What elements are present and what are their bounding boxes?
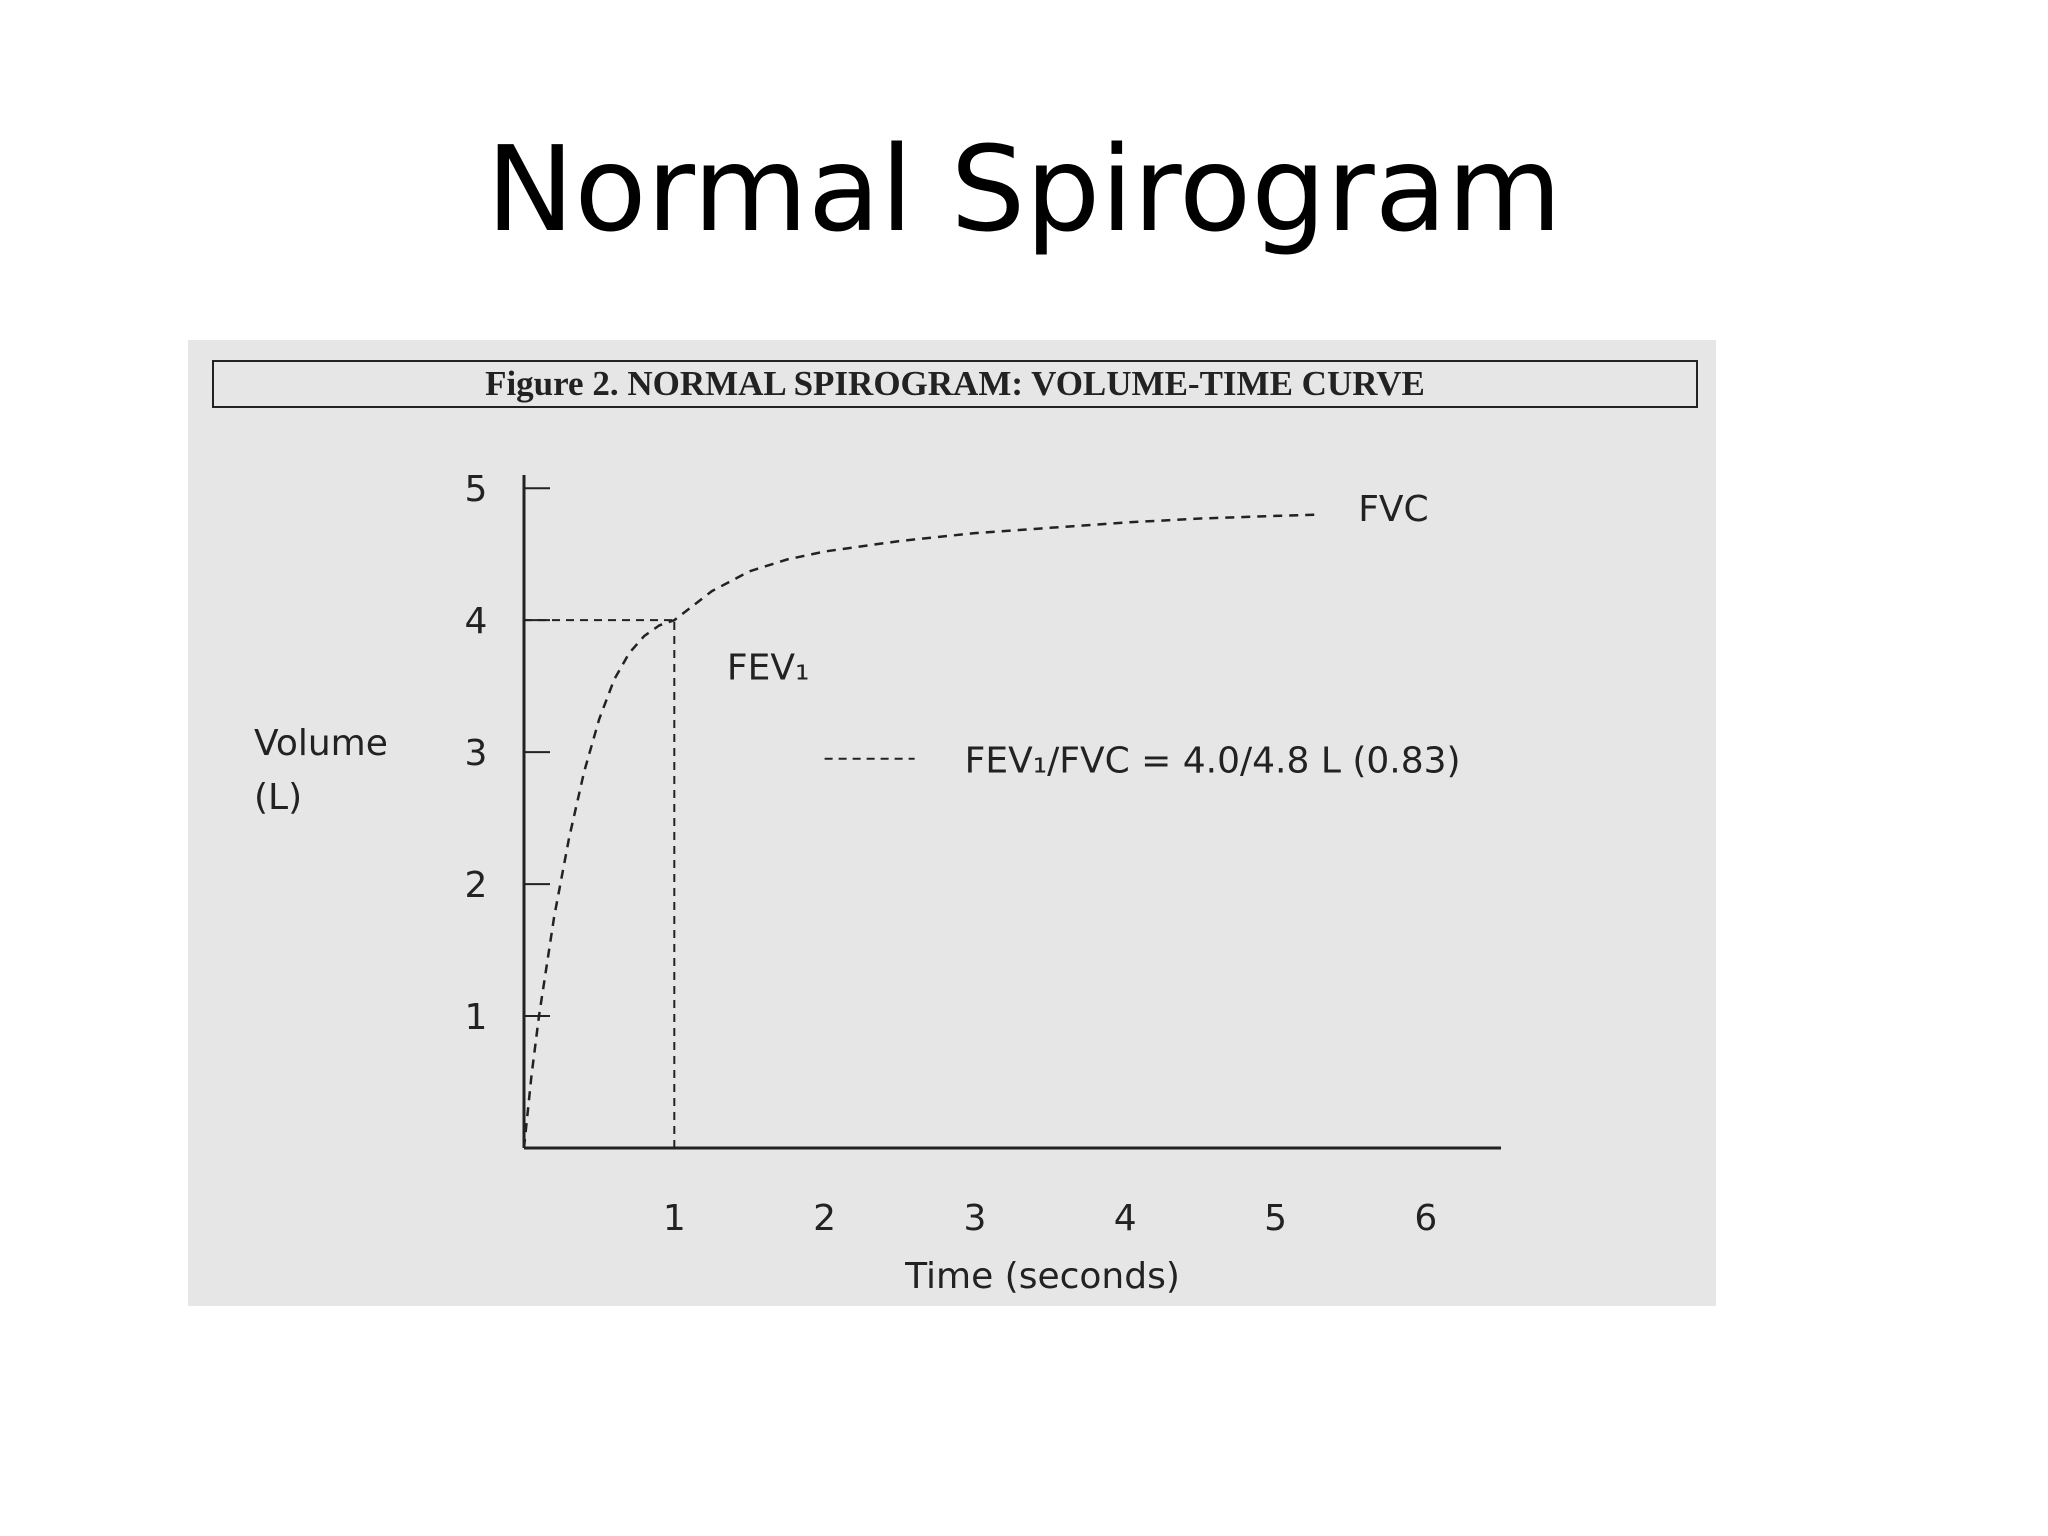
slide-title: Normal Spirogram — [486, 120, 1562, 258]
y-axis-label-line-0: Volume — [254, 723, 388, 764]
x-tick-label-2: 2 — [813, 1198, 836, 1239]
y-tick-label-5: 5 — [465, 469, 488, 510]
y-tick-label-1: 1 — [465, 997, 488, 1038]
x-axis-label: Time (seconds) — [904, 1256, 1180, 1297]
y-axis-label-line-1: (L) — [254, 777, 302, 818]
figure-caption: Figure 2. NORMAL SPIROGRAM: VOLUME-TIME … — [212, 360, 1698, 408]
x-tick-label-5: 5 — [1264, 1198, 1287, 1239]
volume-time-curve-0 — [522, 513, 1321, 1149]
x-tick-label-3: 3 — [963, 1198, 986, 1239]
x-tick-label-4: 4 — [1114, 1198, 1137, 1239]
y-tick-label-4: 4 — [465, 601, 488, 642]
y-tick-label-3: 3 — [465, 733, 488, 774]
y-tick-label-2: 2 — [465, 865, 488, 906]
legend-text: FEV₁/FVC = 4.0/4.8 L (0.83) — [965, 741, 1461, 782]
x-tick-label-1: 1 — [663, 1198, 686, 1239]
annotation-fvc: FVC — [1358, 489, 1428, 530]
annotation-fev1: FEV₁ — [727, 648, 810, 689]
x-tick-label-6: 6 — [1414, 1198, 1437, 1239]
spirogram-chart: 1 2 3 4 5 1 2 3 4 5 6 Time (seconds) Volume (L) FVC FEV… — [254, 469, 1501, 1297]
figure-panel: Figure 2. NORMAL SPIROGRAM: VOLUME-TIME … — [188, 340, 1716, 1306]
